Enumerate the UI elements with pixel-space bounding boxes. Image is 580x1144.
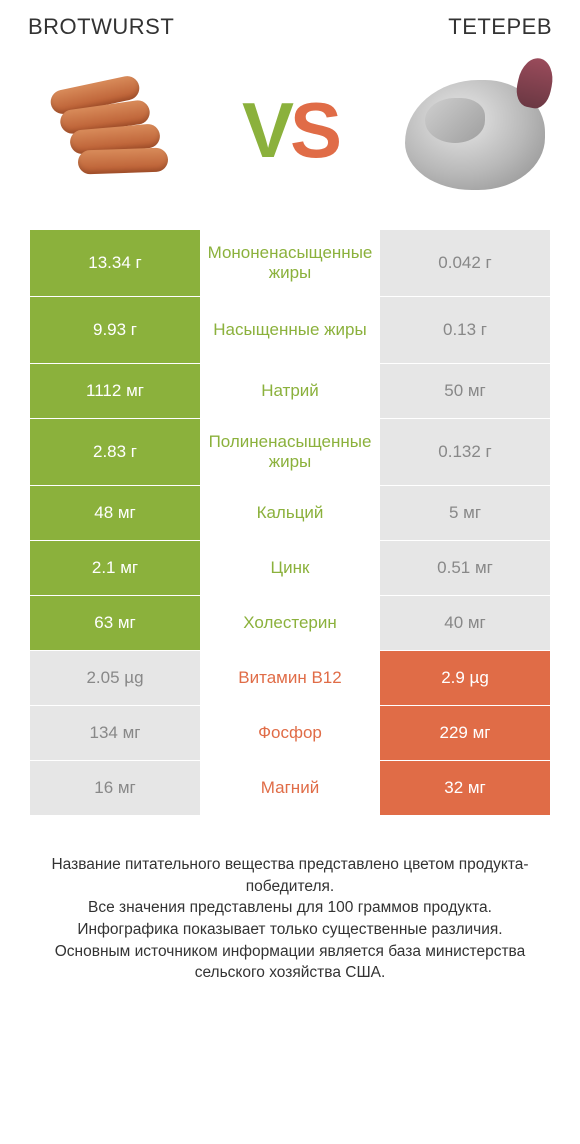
nutrient-label: Кальций	[200, 486, 380, 540]
value-left: 1112 мг	[30, 364, 200, 418]
table-row: 9.93 гНасыщенные жиры0.13 г	[30, 297, 550, 363]
value-right: 5 мг	[380, 486, 550, 540]
header: BROTWURST ТЕТЕРЕВ	[0, 0, 580, 50]
table-row: 48 мгКальций5 мг	[30, 486, 550, 540]
table-row: 2.05 µgВитамин B122.9 µg	[30, 651, 550, 705]
value-right: 0.51 мг	[380, 541, 550, 595]
table-row: 63 мгХолестерин40 мг	[30, 596, 550, 650]
footer-notes: Название питательного вещества представл…	[0, 816, 580, 984]
table-row: 16 мгМагний32 мг	[30, 761, 550, 815]
value-left: 13.34 г	[30, 230, 200, 296]
nutrient-label: Фосфор	[200, 706, 380, 760]
value-left: 9.93 г	[30, 297, 200, 363]
product-left-image	[20, 60, 190, 200]
value-left: 16 мг	[30, 761, 200, 815]
nutrient-label: Насыщенные жиры	[200, 297, 380, 363]
vs-s: S	[290, 86, 338, 174]
nutrient-label: Мононенасыщенные жиры	[200, 230, 380, 296]
footer-line: Основным источником информации является …	[24, 941, 556, 984]
value-right: 40 мг	[380, 596, 550, 650]
table-row: 134 мгФосфор229 мг	[30, 706, 550, 760]
product-right-image	[390, 60, 560, 200]
nutrient-label: Полиненасыщенные жиры	[200, 419, 380, 485]
value-right: 0.132 г	[380, 419, 550, 485]
vs-v: V	[242, 86, 290, 174]
nutrient-label: Холестерин	[200, 596, 380, 650]
footer-line: Все значения представлены для 100 граммо…	[24, 897, 556, 919]
nutrient-label: Магний	[200, 761, 380, 815]
value-right: 229 мг	[380, 706, 550, 760]
table-row: 2.83 гПолиненасыщенные жиры0.132 г	[30, 419, 550, 485]
value-left: 134 мг	[30, 706, 200, 760]
table-row: 13.34 гМононенасыщенные жиры0.042 г	[30, 230, 550, 296]
value-left: 48 мг	[30, 486, 200, 540]
comparison-table: 13.34 гМононенасыщенные жиры0.042 г9.93 …	[30, 230, 550, 815]
nutrient-label: Цинк	[200, 541, 380, 595]
value-left: 2.1 мг	[30, 541, 200, 595]
title-right: ТЕТЕРЕВ	[448, 14, 552, 40]
value-right: 0.042 г	[380, 230, 550, 296]
nutrient-label: Витамин B12	[200, 651, 380, 705]
title-left: BROTWURST	[28, 14, 174, 40]
sausages-illustration	[30, 75, 180, 185]
value-right: 2.9 µg	[380, 651, 550, 705]
table-row: 2.1 мгЦинк0.51 мг	[30, 541, 550, 595]
footer-line: Инфографика показывает только существенн…	[24, 919, 556, 941]
value-left: 63 мг	[30, 596, 200, 650]
bird-illustration	[390, 60, 560, 200]
value-right: 32 мг	[380, 761, 550, 815]
value-left: 2.83 г	[30, 419, 200, 485]
nutrient-label: Натрий	[200, 364, 380, 418]
value-right: 50 мг	[380, 364, 550, 418]
vs-label: VS	[242, 85, 338, 176]
value-right: 0.13 г	[380, 297, 550, 363]
hero: VS	[0, 50, 580, 230]
table-row: 1112 мгНатрий50 мг	[30, 364, 550, 418]
footer-line: Название питательного вещества представл…	[24, 854, 556, 897]
value-left: 2.05 µg	[30, 651, 200, 705]
